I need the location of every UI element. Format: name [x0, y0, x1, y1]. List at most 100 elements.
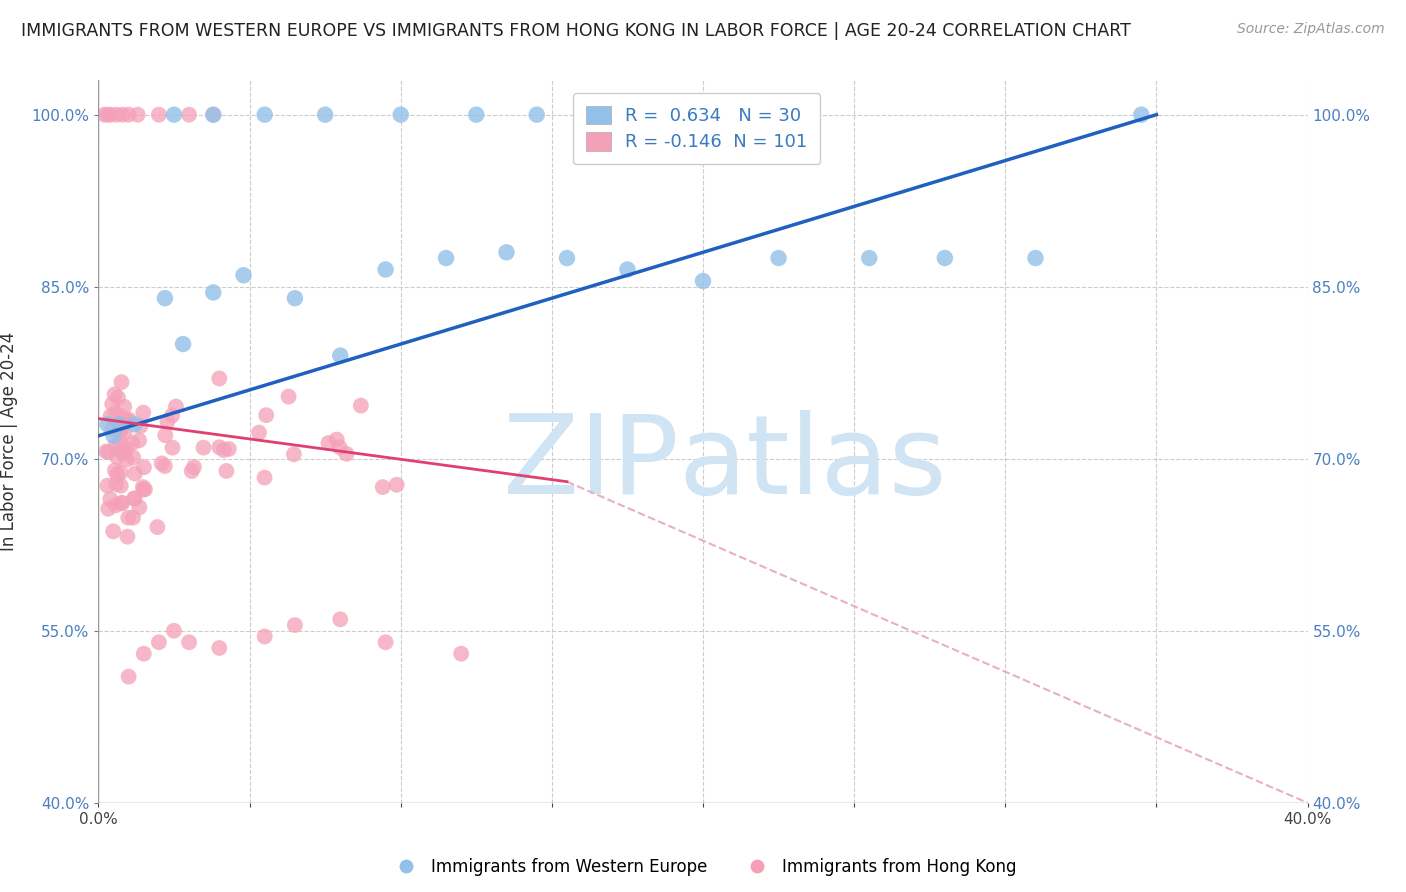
Point — [329, 612, 352, 626]
Point — [329, 349, 352, 363]
Point — [156, 415, 179, 429]
Point — [132, 647, 155, 661]
Point — [314, 108, 336, 122]
Point — [128, 434, 150, 448]
Point — [208, 640, 231, 655]
Point — [105, 438, 128, 452]
Point — [108, 417, 131, 432]
Point — [434, 251, 457, 265]
Point — [104, 498, 127, 512]
Point — [202, 108, 225, 122]
Point — [108, 434, 131, 449]
Point — [465, 108, 488, 122]
Point — [555, 251, 578, 265]
Point — [526, 108, 548, 122]
Point — [253, 108, 276, 122]
Point — [163, 108, 186, 122]
Point — [132, 406, 155, 420]
Point — [858, 251, 880, 265]
Point — [101, 524, 124, 539]
Point — [692, 274, 714, 288]
Point — [284, 291, 307, 305]
Point — [172, 337, 194, 351]
Point — [111, 108, 134, 122]
Point — [153, 458, 176, 473]
Point — [122, 510, 145, 524]
Point — [350, 399, 373, 413]
Point — [153, 291, 176, 305]
Point — [132, 483, 155, 497]
Point — [97, 445, 120, 459]
Point — [165, 400, 187, 414]
Point — [283, 447, 305, 461]
Point — [148, 108, 170, 122]
Point — [122, 450, 145, 465]
Point — [115, 442, 138, 456]
Legend: Immigrants from Western Europe, Immigrants from Hong Kong: Immigrants from Western Europe, Immigran… — [382, 851, 1024, 882]
Point — [318, 436, 340, 450]
Point — [96, 108, 118, 122]
Point — [96, 444, 118, 458]
Point — [253, 470, 276, 484]
Point — [180, 464, 202, 478]
Point — [132, 480, 155, 494]
Point — [212, 442, 235, 457]
Point — [124, 417, 146, 432]
Point — [218, 442, 240, 456]
Point — [107, 391, 129, 405]
Point — [110, 375, 132, 389]
Point — [103, 429, 125, 443]
Point — [371, 480, 394, 494]
Point — [108, 422, 131, 436]
Point — [111, 496, 134, 510]
Point — [128, 500, 150, 515]
Point — [325, 433, 347, 447]
Point — [127, 108, 149, 122]
Point — [132, 460, 155, 475]
Point — [105, 108, 128, 122]
Point — [110, 466, 132, 480]
Point — [934, 251, 956, 265]
Point — [450, 647, 472, 661]
Point — [105, 450, 128, 464]
Text: atlas: atlas — [679, 409, 948, 516]
Point — [208, 440, 231, 454]
Text: ZIP: ZIP — [503, 409, 679, 516]
Point — [335, 447, 357, 461]
Point — [110, 479, 132, 493]
Point — [668, 108, 690, 122]
Point — [104, 463, 127, 477]
Point — [115, 452, 138, 467]
Point — [114, 414, 136, 428]
Point — [97, 501, 120, 516]
Point — [104, 406, 127, 420]
Point — [202, 285, 225, 300]
Point — [129, 419, 152, 434]
Point — [105, 477, 128, 491]
Point — [134, 482, 156, 496]
Point — [254, 408, 277, 422]
Point — [215, 464, 238, 478]
Text: Source: ZipAtlas.com: Source: ZipAtlas.com — [1237, 22, 1385, 37]
Point — [122, 491, 145, 506]
Point — [118, 412, 141, 426]
Point — [118, 108, 141, 122]
Point — [253, 630, 276, 644]
Point — [96, 478, 118, 492]
Point — [150, 456, 173, 470]
Point — [124, 467, 146, 481]
Point — [110, 445, 132, 459]
Point — [100, 409, 122, 423]
Point — [146, 520, 169, 534]
Point — [101, 397, 124, 411]
Point — [96, 417, 118, 432]
Point — [110, 423, 132, 437]
Point — [112, 425, 135, 440]
Point — [112, 400, 135, 414]
Point — [1130, 108, 1153, 122]
Text: IMMIGRANTS FROM WESTERN EUROPE VS IMMIGRANTS FROM HONG KONG IN LABOR FORCE | AGE: IMMIGRANTS FROM WESTERN EUROPE VS IMMIGR… — [21, 22, 1130, 40]
Point — [595, 108, 617, 122]
Point — [284, 618, 307, 632]
Point — [121, 436, 143, 450]
Point — [98, 491, 121, 506]
